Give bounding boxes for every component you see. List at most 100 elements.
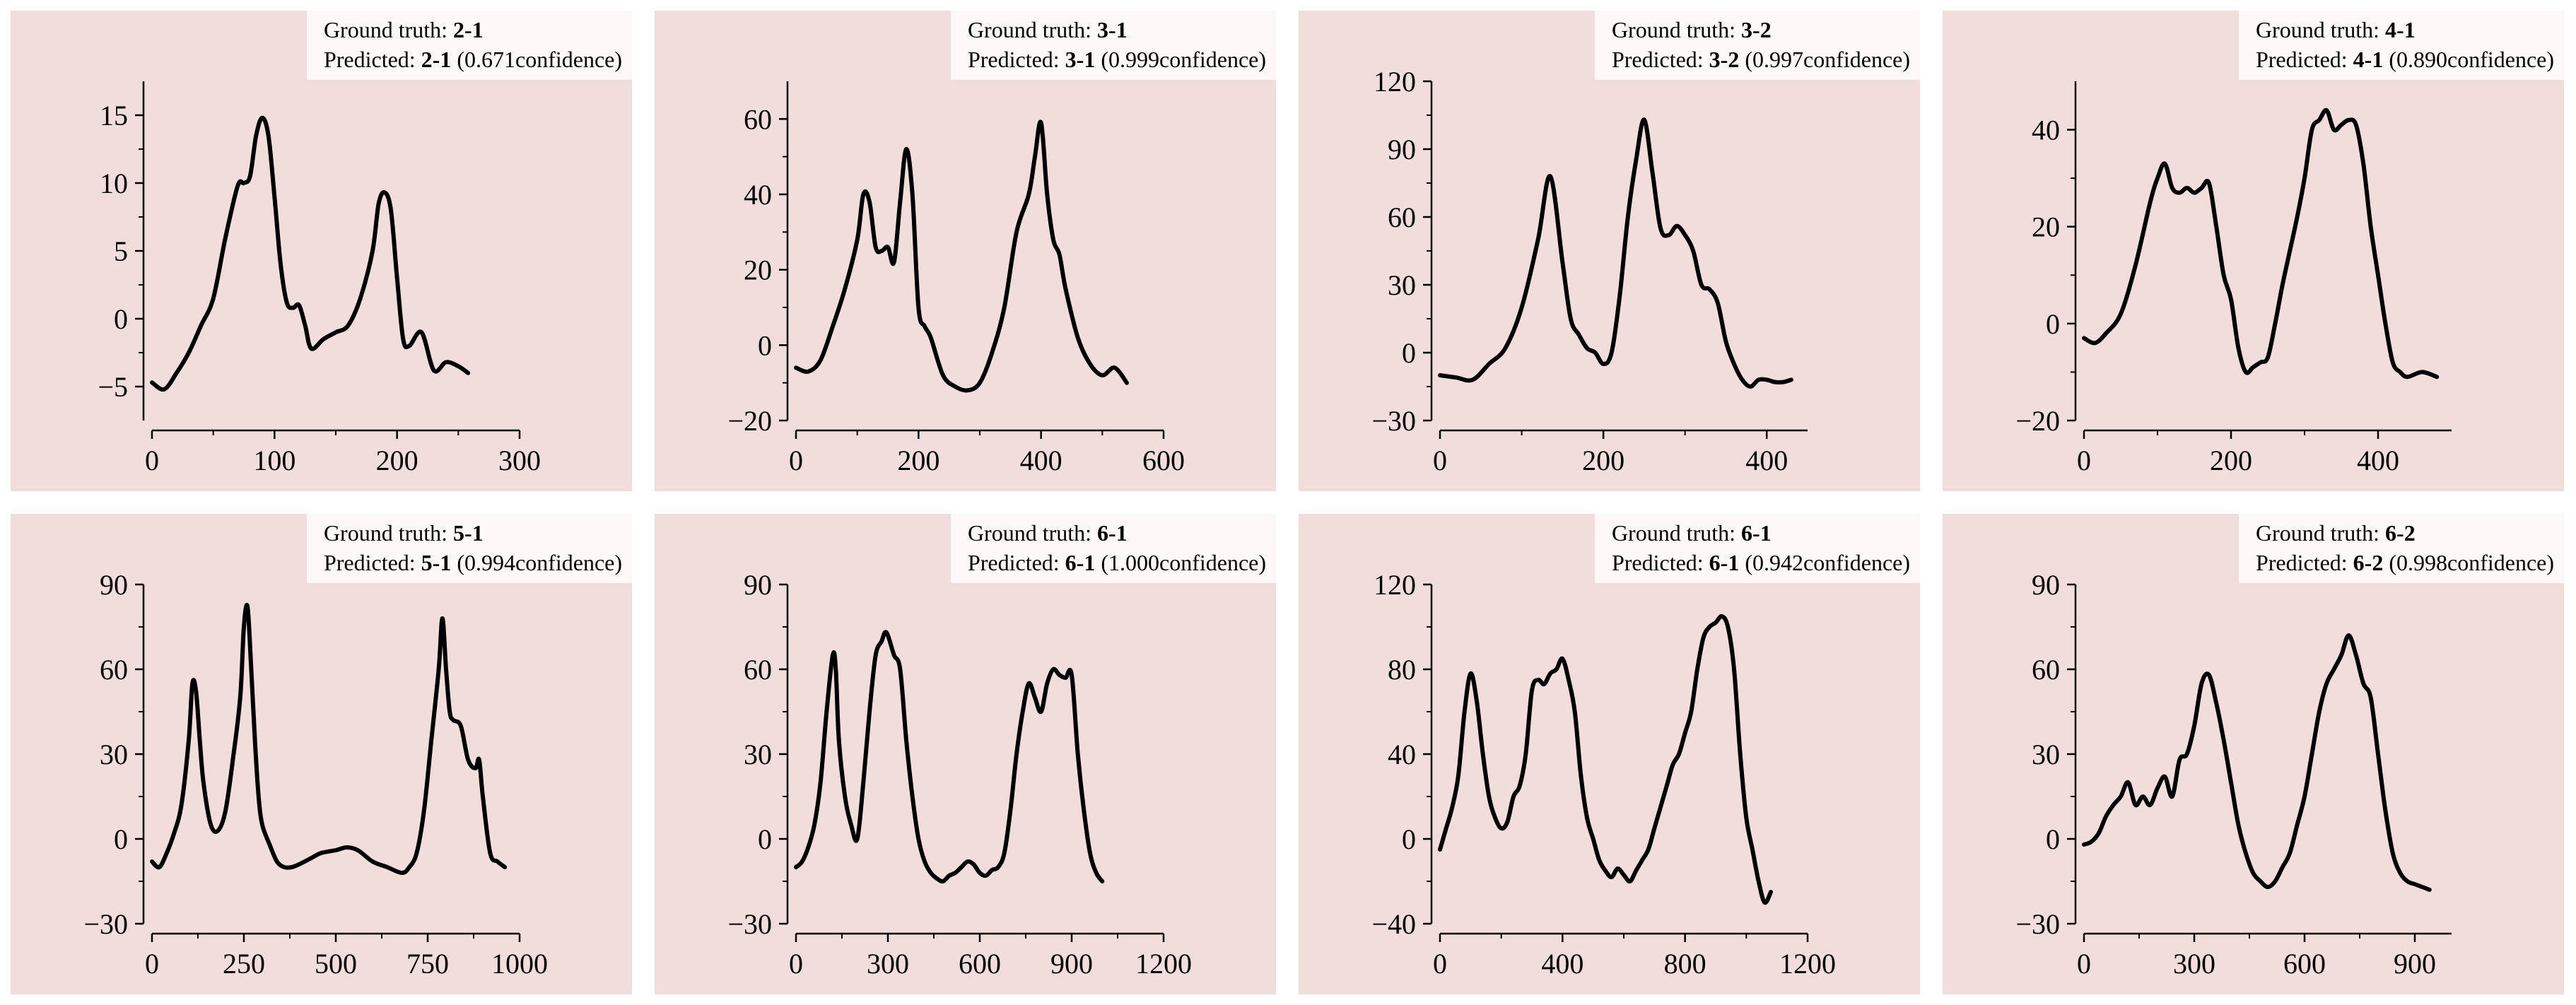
- predicted-value: 3-2: [1709, 47, 1740, 72]
- y-tick-label: −30: [83, 908, 128, 940]
- ground-truth-line: Ground truth: 3-2: [1612, 15, 1910, 45]
- y-tick-label: 40: [1388, 739, 1416, 770]
- ground-truth-value: 6-1: [1097, 520, 1128, 546]
- predicted-label: Predicted:: [1611, 550, 1709, 575]
- x-tick-label: 0: [2077, 445, 2091, 476]
- x-tick-label: 0: [145, 948, 159, 980]
- ground-truth-line: Ground truth: 6-1: [1612, 518, 1910, 548]
- x-tick-label: 100: [253, 445, 295, 476]
- x-tick-label: 200: [897, 445, 939, 476]
- y-tick-label: 120: [1374, 66, 1416, 98]
- y-tick-label: −20: [727, 405, 772, 437]
- x-tick-label: 0: [1433, 948, 1447, 980]
- ground-truth-value: 4-1: [2385, 17, 2416, 42]
- y-tick-label: −5: [98, 371, 128, 403]
- y-tick-label: 30: [1388, 269, 1416, 301]
- y-tick-label: 120: [1374, 569, 1416, 601]
- series-line: [1438, 117, 1793, 389]
- confidence-value: (1.000confidence): [1095, 550, 1266, 575]
- y-tick-label: 0: [114, 303, 128, 335]
- x-tick-label: 600: [2283, 948, 2326, 980]
- chart-panel-3: −30 0 30 60 90 120 0 200 400 Ground truth: 3-2 Pre…: [1299, 11, 1920, 491]
- y-tick-label: 30: [744, 739, 772, 770]
- series-line: [150, 115, 471, 392]
- series-line: [794, 119, 1129, 393]
- y-tick-label: 5: [114, 235, 128, 267]
- legend-box: Ground truth: 2-1 Predicted: 2-1 (0.671co…: [306, 11, 632, 80]
- legend-box: Ground truth: 6-1 Predicted: 6-1 (0.942co…: [1594, 514, 1920, 583]
- x-tick-label: 400: [1020, 445, 1062, 476]
- y-tick-label: 60: [744, 103, 772, 135]
- ground-truth-label: Ground truth:: [1611, 17, 1742, 42]
- legend-box: Ground truth: 5-1 Predicted: 5-1 (0.994co…: [306, 514, 632, 583]
- x-tick-label: 0: [145, 445, 159, 476]
- ground-truth-value: 2-1: [453, 17, 484, 42]
- series-line: [1438, 613, 1773, 905]
- predicted-label: Predicted:: [967, 550, 1065, 575]
- predicted-line: Predicted: 6-1 (0.942confidence): [1612, 548, 1910, 577]
- ground-truth-label: Ground truth:: [2255, 520, 2386, 546]
- y-tick-label: 0: [758, 329, 772, 361]
- x-tick-label: 0: [2077, 948, 2091, 980]
- x-tick-label: 900: [2394, 948, 2436, 980]
- x-tick-label: 800: [1664, 948, 1706, 980]
- x-tick-label: 1200: [1779, 948, 1836, 980]
- y-tick-label: 20: [2032, 211, 2060, 243]
- x-tick-label: 400: [2357, 445, 2399, 476]
- predicted-line: Predicted: 2-1 (0.671confidence): [324, 45, 622, 74]
- legend-box: Ground truth: 3-1 Predicted: 3-1 (0.999co…: [950, 11, 1276, 80]
- x-tick-label: 200: [376, 445, 418, 476]
- x-tick-label: 300: [498, 445, 541, 476]
- y-tick-label: −40: [1371, 908, 1416, 940]
- chart-panel-4: −20 0 20 40 0 200 400 Ground truth: 4-1 Predicte…: [1943, 11, 2564, 491]
- chart-panel-5: −30 0 30 60 90 0 250 500 750 1000 Ground truth: 5-…: [11, 514, 632, 994]
- confidence-value: (0.671confidence): [451, 47, 622, 72]
- y-tick-label: 90: [2032, 569, 2060, 601]
- y-tick-label: 0: [114, 823, 128, 855]
- y-tick-label: 0: [758, 823, 772, 855]
- ground-truth-line: Ground truth: 4-1: [2256, 15, 2554, 45]
- legend-box: Ground truth: 3-2 Predicted: 3-2 (0.997co…: [1594, 11, 1920, 80]
- y-tick-label: 30: [100, 739, 128, 770]
- ground-truth-value: 6-1: [1741, 520, 1772, 546]
- predicted-label: Predicted:: [967, 47, 1065, 72]
- ground-truth-label: Ground truth:: [967, 520, 1098, 546]
- series-line: [150, 603, 508, 875]
- predicted-value: 6-1: [1065, 550, 1096, 575]
- x-tick-label: 500: [315, 948, 357, 980]
- predicted-label: Predicted:: [2255, 47, 2353, 72]
- x-tick-label: 1200: [1135, 948, 1192, 980]
- y-tick-label: 40: [744, 179, 772, 211]
- ground-truth-value: 6-2: [2385, 520, 2416, 546]
- predicted-line: Predicted: 4-1 (0.890confidence): [2256, 45, 2554, 74]
- predicted-value: 6-1: [1709, 550, 1740, 575]
- ground-truth-label: Ground truth:: [1611, 520, 1742, 546]
- ground-truth-label: Ground truth:: [967, 17, 1098, 42]
- chart-svg: −30 0 30 60 90 120 0 200 400: [1371, 66, 1808, 476]
- x-tick-label: 0: [789, 948, 803, 980]
- y-tick-label: 90: [1388, 134, 1416, 165]
- chart-svg: −30 0 30 60 90 0 250 500 750 1000: [83, 569, 548, 980]
- predicted-line: Predicted: 5-1 (0.994confidence): [324, 548, 622, 577]
- y-tick-label: 80: [1388, 654, 1416, 686]
- ground-truth-line: Ground truth: 3-1: [968, 15, 1266, 45]
- y-tick-label: 40: [2032, 114, 2060, 146]
- y-tick-label: 0: [1402, 823, 1416, 855]
- predicted-value: 3-1: [1065, 47, 1096, 72]
- predicted-label: Predicted:: [323, 550, 421, 575]
- predicted-line: Predicted: 3-2 (0.997confidence): [1612, 45, 1910, 74]
- y-tick-label: 60: [100, 654, 128, 686]
- series-line: [2082, 107, 2440, 380]
- confidence-value: (0.998confidence): [2383, 550, 2554, 575]
- y-tick-label: 20: [744, 254, 772, 286]
- ground-truth-line: Ground truth: 5-1: [324, 518, 622, 548]
- x-tick-label: 400: [1541, 948, 1583, 980]
- predicted-value: 5-1: [421, 550, 452, 575]
- x-tick-label: 900: [1050, 948, 1093, 980]
- chart-panel-8: −30 0 30 60 90 0 300 600 900 Ground truth: 6-2 Pre…: [1943, 514, 2564, 994]
- ground-truth-value: 3-2: [1741, 17, 1772, 42]
